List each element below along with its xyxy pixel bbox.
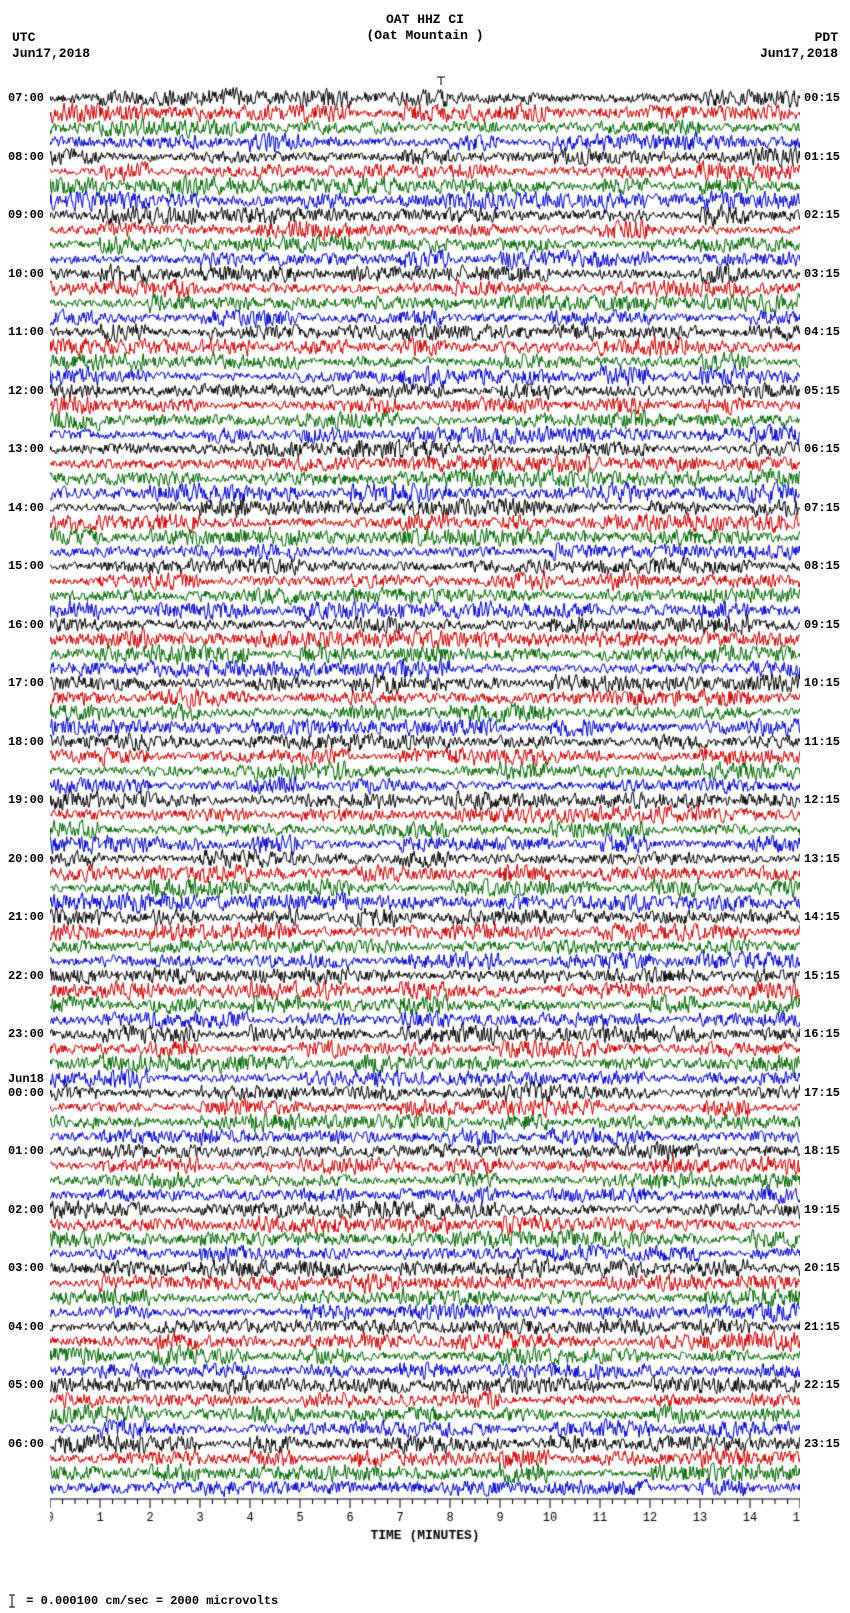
pdt-hour-label: 09:15 — [804, 618, 840, 632]
pdt-hour-label: 04:15 — [804, 325, 840, 339]
pdt-hour-label: 00:15 — [804, 91, 840, 105]
right-date: Jun17,2018 — [760, 46, 838, 61]
pdt-hour-label: 01:15 — [804, 150, 840, 164]
utc-hour-label: 13:00 — [4, 442, 44, 456]
pdt-hour-label: 10:15 — [804, 676, 840, 690]
pdt-hour-label: 17:15 — [804, 1086, 840, 1100]
utc-hour-label: 00:00 — [4, 1086, 44, 1100]
pdt-hour-label: 13:15 — [804, 852, 840, 866]
utc-hour-label: 14:00 — [4, 501, 44, 515]
utc-hour-label: 09:00 — [4, 208, 44, 222]
utc-hour-label: 16:00 — [4, 618, 44, 632]
utc-hour-label: 01:00 — [4, 1144, 44, 1158]
pdt-hour-label: 12:15 — [804, 793, 840, 807]
pdt-hour-label: 05:15 — [804, 384, 840, 398]
utc-hour-label: 23:00 — [4, 1027, 44, 1041]
pdt-hour-label: 11:15 — [804, 735, 840, 749]
pdt-hour-label: 15:15 — [804, 969, 840, 983]
station-code: OAT HHZ CI — [0, 12, 850, 27]
pdt-hour-label: 18:15 — [804, 1144, 840, 1158]
utc-hour-label: 03:00 — [4, 1261, 44, 1275]
footer-scale: = 0.000100 cm/sec = 2000 microvolts — [5, 1594, 278, 1608]
pdt-hour-label: 02:15 — [804, 208, 840, 222]
helicorder-plot — [50, 85, 800, 1545]
left-date: Jun17,2018 — [12, 46, 90, 61]
pdt-hour-label: 22:15 — [804, 1378, 840, 1392]
utc-hour-label: 22:00 — [4, 969, 44, 983]
footer-text: = 0.000100 cm/sec = 2000 microvolts — [26, 1594, 278, 1608]
utc-hour-label: 05:00 — [4, 1378, 44, 1392]
station-name: (Oat Mountain ) — [0, 28, 850, 43]
utc-hour-label: 04:00 — [4, 1320, 44, 1334]
pdt-hour-label: 14:15 — [804, 910, 840, 924]
utc-hour-label: 20:00 — [4, 852, 44, 866]
utc-hour-label: Jun18 — [4, 1072, 44, 1086]
right-timezone: PDT — [815, 30, 838, 45]
pdt-hour-label: 19:15 — [804, 1203, 840, 1217]
pdt-hour-label: 08:15 — [804, 559, 840, 573]
utc-hour-label: 18:00 — [4, 735, 44, 749]
pdt-hour-label: 06:15 — [804, 442, 840, 456]
utc-hour-label: 11:00 — [4, 325, 44, 339]
pdt-hour-label: 03:15 — [804, 267, 840, 281]
utc-hour-label: 08:00 — [4, 150, 44, 164]
utc-hour-label: 07:00 — [4, 91, 44, 105]
utc-hour-label: 21:00 — [4, 910, 44, 924]
pdt-hour-label: 07:15 — [804, 501, 840, 515]
utc-hour-label: 06:00 — [4, 1437, 44, 1451]
pdt-hour-label: 23:15 — [804, 1437, 840, 1451]
pdt-hour-label: 21:15 — [804, 1320, 840, 1334]
utc-hour-label: 19:00 — [4, 793, 44, 807]
pdt-hour-label: 20:15 — [804, 1261, 840, 1275]
left-timezone: UTC — [12, 30, 35, 45]
utc-hour-label: 15:00 — [4, 559, 44, 573]
utc-hour-label: 02:00 — [4, 1203, 44, 1217]
utc-hour-label: 12:00 — [4, 384, 44, 398]
utc-hour-label: 17:00 — [4, 676, 44, 690]
pdt-hour-label: 16:15 — [804, 1027, 840, 1041]
seismogram-container: OAT HHZ CI (Oat Mountain ) = 0.000100 cm… — [0, 0, 850, 1613]
utc-hour-label: 10:00 — [4, 267, 44, 281]
